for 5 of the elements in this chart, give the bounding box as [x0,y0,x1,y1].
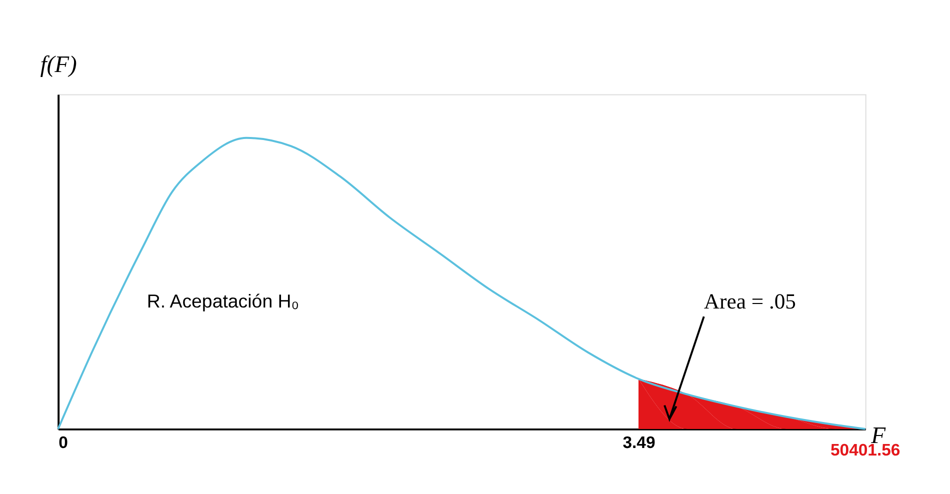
y-axis-title: f(F) [40,52,78,78]
x-tick-label: 3.49 [622,433,656,452]
annotation: R. Acepatación H₀ [146,290,300,312]
annotation: Area = .05 [704,290,796,314]
x-tick-label: 0 [58,433,68,452]
